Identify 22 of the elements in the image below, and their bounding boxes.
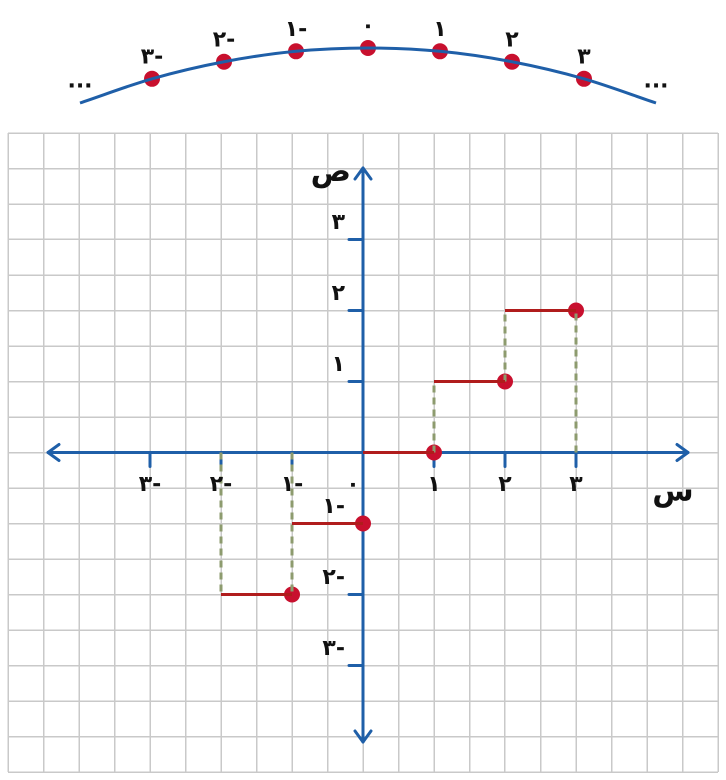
x-tick-label: ٣- bbox=[138, 472, 162, 498]
x-tick-label: ... bbox=[67, 68, 93, 94]
x-tick-label: ... bbox=[643, 68, 669, 94]
y-tick-label: ٣- bbox=[322, 636, 345, 662]
y-axis-title: ص bbox=[310, 154, 351, 189]
x-tick-label: ٢- bbox=[210, 472, 232, 498]
y-tick-label: ٣ bbox=[332, 210, 346, 236]
x-tick-label: ١- bbox=[280, 472, 304, 498]
x-tick-label: ٠ bbox=[346, 472, 360, 498]
x-tick-label: ٢- bbox=[212, 27, 236, 52]
x-tick-label: ١ bbox=[427, 472, 441, 498]
x-tick-label: ١- bbox=[284, 17, 308, 42]
x-tick-label: ٠ bbox=[361, 14, 375, 39]
x-tick-label: ٢ bbox=[505, 27, 520, 52]
x-axis-title: س bbox=[652, 473, 694, 508]
x-tick-label: ٣ bbox=[569, 472, 584, 498]
y-tick-label: ١- bbox=[322, 494, 345, 520]
x-tick-label: ٢ bbox=[498, 472, 512, 498]
y-tick-label: ٢ bbox=[332, 281, 346, 306]
x-tick-label: ١ bbox=[433, 17, 447, 42]
y-tick-label: ١ bbox=[332, 352, 345, 378]
y-tick-label: ٢- bbox=[322, 565, 345, 590]
